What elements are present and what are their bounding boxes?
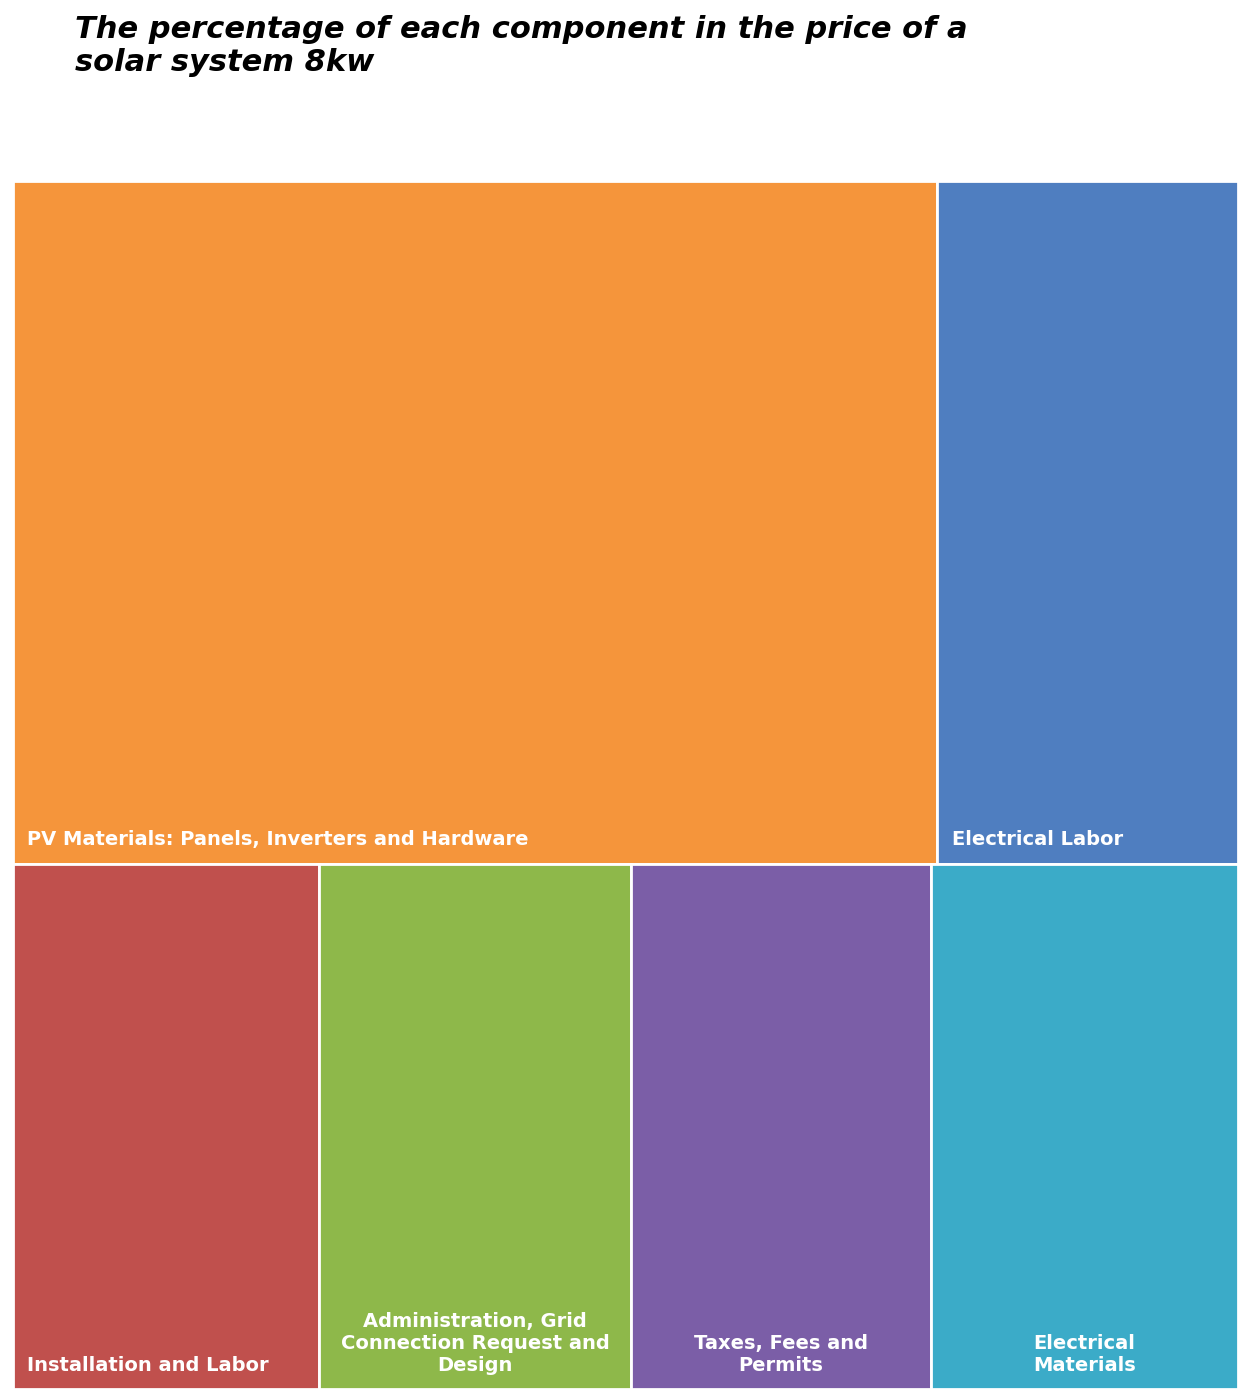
Text: PV Materials: Panels, Inverters and Hardware: PV Materials: Panels, Inverters and Hard… bbox=[28, 831, 529, 849]
Bar bbox=[631, 864, 931, 1389]
Text: The percentage of each component in the price of a
solar system 8kw: The percentage of each component in the … bbox=[75, 14, 968, 77]
Bar bbox=[12, 864, 319, 1389]
Text: Taxes, Fees and
Permits: Taxes, Fees and Permits bbox=[694, 1333, 869, 1375]
Bar bbox=[938, 181, 1238, 864]
Bar bbox=[12, 181, 938, 864]
Bar bbox=[319, 864, 631, 1389]
Text: Installation and Labor: Installation and Labor bbox=[28, 1356, 269, 1375]
Text: Electrical
Materials: Electrical Materials bbox=[1032, 1333, 1136, 1375]
Text: Electrical Labor: Electrical Labor bbox=[952, 831, 1124, 849]
Text: Administration, Grid
Connection Request and
Design: Administration, Grid Connection Request … bbox=[340, 1311, 609, 1375]
Bar bbox=[931, 864, 1238, 1389]
